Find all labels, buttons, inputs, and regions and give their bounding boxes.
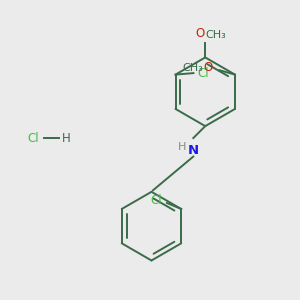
Text: Cl: Cl xyxy=(150,194,162,207)
Text: CH₃: CH₃ xyxy=(206,30,226,40)
Text: Cl: Cl xyxy=(28,132,39,145)
Text: CH₃: CH₃ xyxy=(182,63,203,73)
Text: Cl: Cl xyxy=(197,67,208,80)
Text: N: N xyxy=(188,143,199,157)
Text: O: O xyxy=(195,27,205,40)
Text: H: H xyxy=(62,132,71,145)
Text: H: H xyxy=(178,142,187,152)
Text: O: O xyxy=(203,61,213,74)
